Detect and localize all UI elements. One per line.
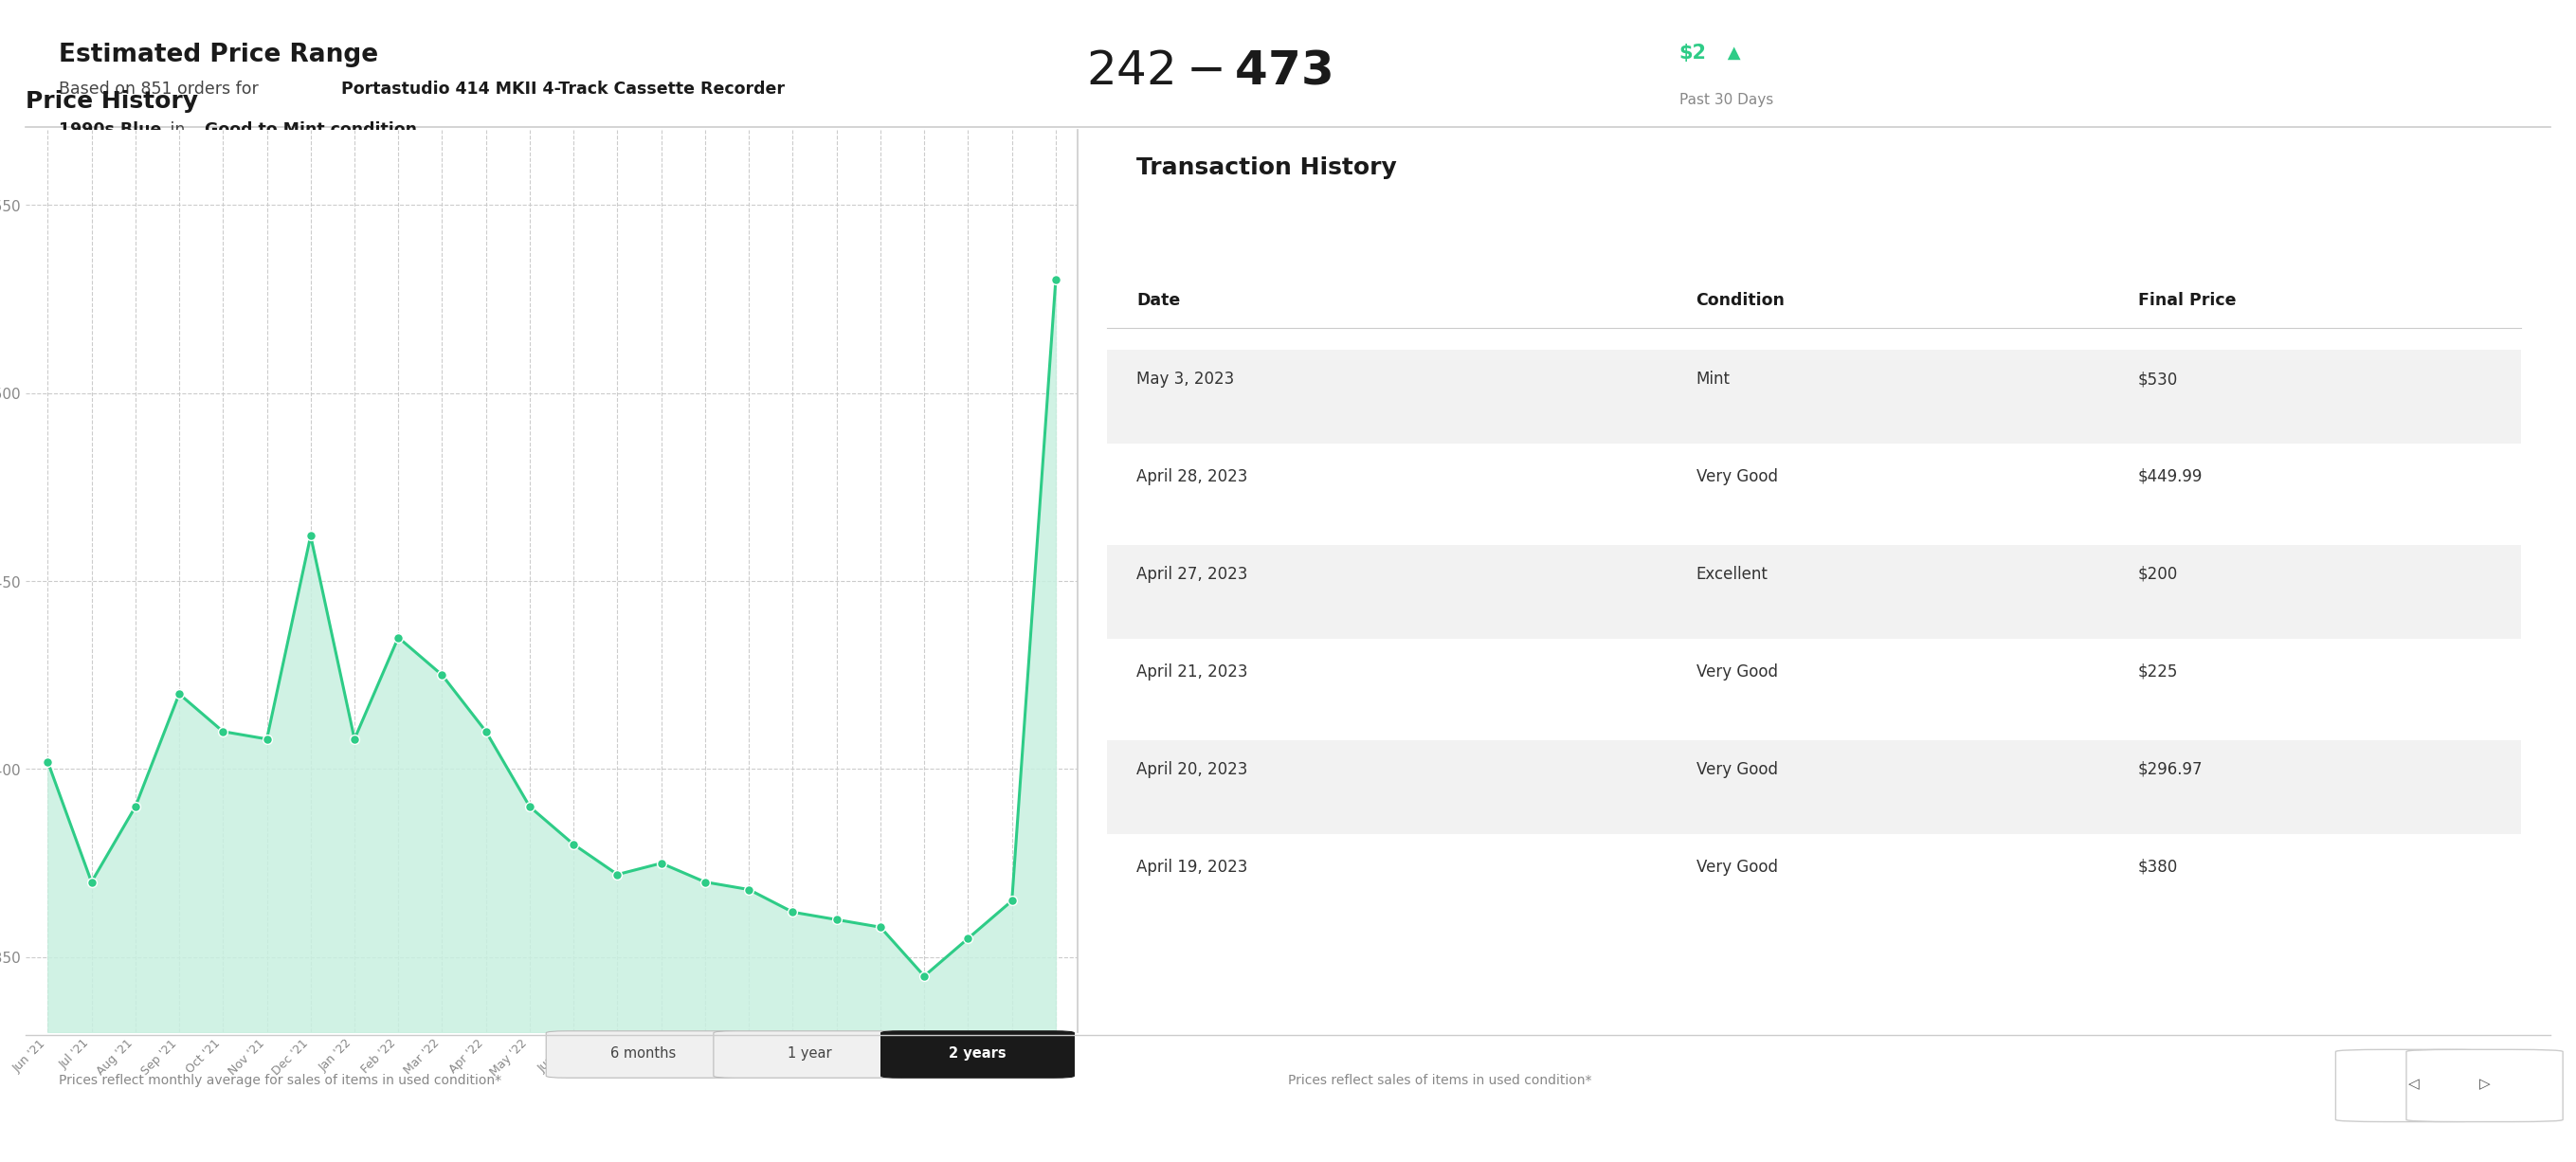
Point [466,723,507,741]
Text: Past 30 Days: Past 30 Days [1680,93,1772,107]
Point [291,526,332,545]
Point [948,930,989,948]
Bar [1108,740,2522,834]
Text: 1990s Blue: 1990s Blue [59,121,162,138]
Point [860,918,902,937]
Text: May 3, 2023: May 3, 2023 [1136,371,1234,388]
Text: Very Good: Very Good [1695,664,1777,680]
Text: April 20, 2023: April 20, 2023 [1136,761,1247,777]
Text: Transaction History: Transaction History [1136,157,1396,179]
Text: 6 months: 6 months [611,1047,675,1061]
Text: April 21, 2023: April 21, 2023 [1136,664,1247,680]
Text: 1 year: 1 year [788,1047,832,1061]
Text: Based on 851 orders for: Based on 851 orders for [59,80,263,98]
Point [641,854,683,873]
Point [379,629,420,647]
Point [685,873,726,891]
Text: Estimated Price Range: Estimated Price Range [59,42,379,67]
FancyBboxPatch shape [2336,1049,2491,1121]
Point [904,967,945,985]
Text: Mint: Mint [1695,371,1731,388]
Text: Excellent: Excellent [1695,566,1767,582]
FancyBboxPatch shape [881,1031,1074,1078]
Text: $200: $200 [2138,566,2177,582]
Point [554,835,595,854]
Text: $449.99: $449.99 [2138,468,2202,486]
Text: $242 - $473: $242 - $473 [1087,49,1332,94]
Point [422,666,464,684]
Point [160,684,201,703]
Text: $530: $530 [2138,371,2177,388]
Text: $296.97: $296.97 [2138,761,2202,777]
Text: $225: $225 [2138,664,2179,680]
Point [817,910,858,928]
Text: ▷: ▷ [2478,1076,2491,1091]
Text: Portastudio 414 MKII 4-Track Cassette Recorder: Portastudio 414 MKII 4-Track Cassette Re… [340,80,786,98]
FancyBboxPatch shape [714,1031,907,1078]
Text: in: in [165,121,191,138]
Text: $380: $380 [2138,859,2177,875]
Point [247,730,289,748]
Text: Good to Mint condition: Good to Mint condition [206,121,417,138]
Text: 2 years: 2 years [948,1047,1007,1061]
Point [729,881,770,899]
Text: $2: $2 [1680,43,1708,63]
Text: Prices reflect monthly average for sales of items in used condition*: Prices reflect monthly average for sales… [59,1074,502,1086]
Text: Condition: Condition [1695,292,1785,309]
Bar [1108,350,2522,444]
Point [992,891,1033,910]
Point [28,752,70,770]
Text: Final Price: Final Price [2138,292,2236,309]
Text: April 27, 2023: April 27, 2023 [1136,566,1247,582]
Bar [1108,545,2522,639]
Point [204,723,245,741]
Point [1036,271,1077,289]
Text: Very Good: Very Good [1695,468,1777,486]
Text: Prices reflect sales of items in used condition*: Prices reflect sales of items in used co… [1288,1074,1592,1086]
Point [510,797,551,816]
Text: April 28, 2023: April 28, 2023 [1136,468,1247,486]
Point [335,730,376,748]
Text: April 19, 2023: April 19, 2023 [1136,859,1247,875]
Point [598,866,639,884]
Text: Price History: Price History [26,91,198,113]
FancyBboxPatch shape [546,1031,739,1078]
FancyBboxPatch shape [2406,1049,2563,1121]
Point [116,797,157,816]
Text: Very Good: Very Good [1695,761,1777,777]
Text: ◁: ◁ [2409,1076,2419,1091]
Text: Very Good: Very Good [1695,859,1777,875]
Point [72,873,113,891]
Point [773,903,814,921]
Text: Date: Date [1136,292,1180,309]
Text: ▲: ▲ [1723,44,1741,62]
